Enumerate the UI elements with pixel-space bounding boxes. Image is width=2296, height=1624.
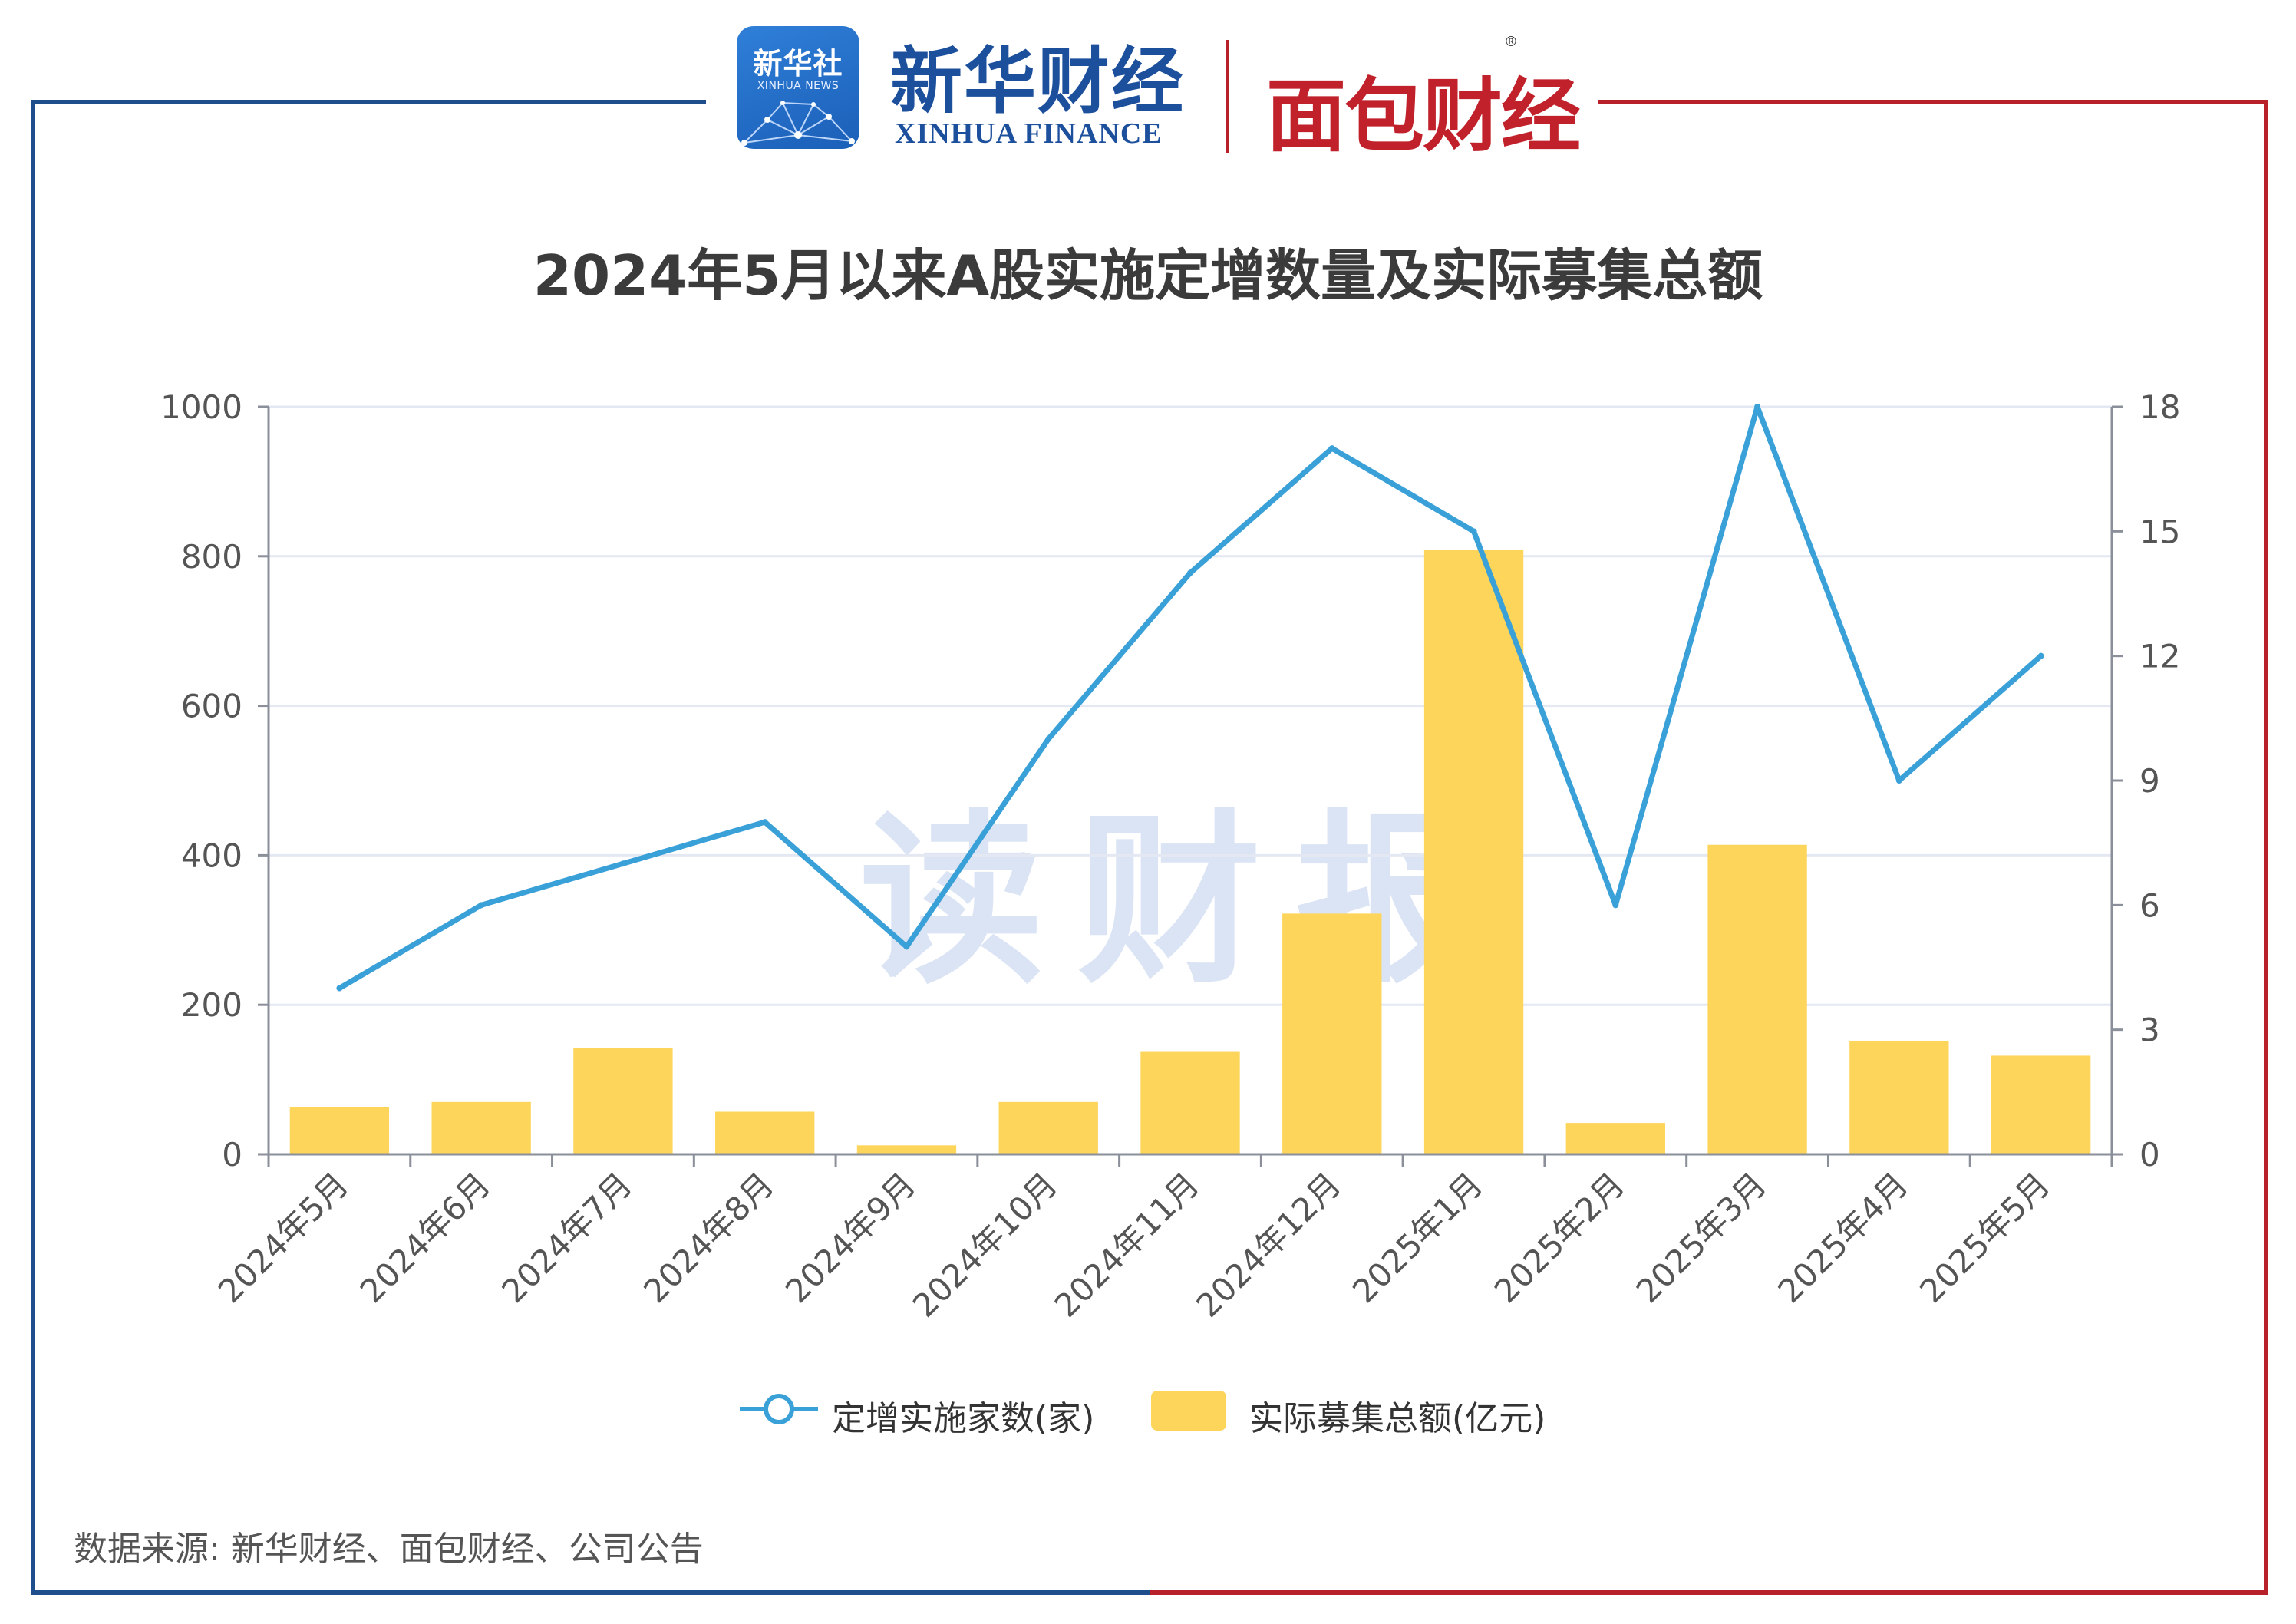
y-left-tick-label: 1000: [160, 388, 242, 426]
network-icon: [741, 101, 855, 146]
bar: [1849, 1040, 1949, 1154]
y-left-tick-label: 800: [181, 538, 242, 576]
axes: [258, 405, 2123, 1167]
line-marker-icon: [740, 1394, 818, 1424]
xinhua-badge-title: 新华社: [753, 47, 843, 81]
bar-series: [289, 550, 2091, 1154]
chart-legend: 定增实施家数(家) 实际募集总额(亿元): [737, 1381, 1658, 1438]
x-tick-label: 2024年10月: [906, 1165, 1064, 1324]
header-logos: 新华社 XINHUA NEWS 新华财经 XINHUA FINANCE 面包财经…: [737, 23, 1581, 163]
legend-item-line[interactable]: 定增实施家数(家): [737, 1381, 1143, 1438]
logo-divider: [1226, 40, 1229, 153]
line-point: [336, 985, 343, 992]
line-point: [761, 819, 768, 826]
bar-swatch-icon: [1151, 1391, 1226, 1431]
bar: [1282, 913, 1382, 1154]
x-tick-label: 2025年1月: [1345, 1165, 1490, 1310]
x-tick-label: 2024年11月: [1047, 1165, 1206, 1324]
frame-top-right-border: [1598, 100, 2268, 104]
line-point: [2037, 652, 2044, 659]
line-point: [1470, 528, 1477, 535]
y-right-tick-label: 9: [2139, 762, 2160, 800]
xinhua-badge-subtitle: XINHUA NEWS: [757, 80, 840, 92]
line-point: [1045, 735, 1052, 742]
x-tick-label: 2024年5月: [211, 1165, 356, 1310]
x-tick-label: 2024年7月: [494, 1165, 639, 1310]
legend-item-bar[interactable]: 实际募集总额(亿元): [1151, 1381, 1627, 1438]
bar: [289, 1107, 390, 1154]
y-right-tick-label: 3: [2139, 1012, 2160, 1049]
registered-trademark-mark: ®: [1504, 34, 1518, 50]
x-tick-label: 2025年4月: [1770, 1165, 1915, 1310]
tick-labels: 0 200 400 600 800 1000 0 3 6 9 12 15 18 2024年5月2024年6…: [160, 388, 2180, 1325]
line-point: [1328, 445, 1335, 452]
line-point: [619, 860, 626, 867]
bar: [1991, 1055, 2091, 1154]
grid-lines: [269, 405, 2112, 1006]
bar: [715, 1111, 815, 1154]
mianbao-finance-logo: 面包财经: [1266, 69, 1581, 163]
line-point: [1187, 569, 1193, 576]
legend-bar-label: 实际募集总额(亿元): [1249, 1399, 1546, 1438]
y-right-tick-label: 6: [2139, 886, 2160, 924]
bar: [1707, 844, 1807, 1154]
line-series: [336, 404, 2044, 992]
line-point: [1754, 404, 1761, 410]
chart-title: 2024年5月以来A股实施定增数量及实际募集总额: [533, 243, 1763, 308]
frame-right-border: [2264, 100, 2268, 1595]
xinhua-news-logo: 新华社 XINHUA NEWS: [737, 26, 859, 149]
y-right-tick-label: 18: [2139, 388, 2180, 426]
line-point: [1895, 777, 1902, 784]
y-right-tick-label: 15: [2139, 513, 2180, 550]
x-tick-label: 2024年12月: [1189, 1165, 1348, 1324]
y-left-tick-label: 0: [222, 1136, 242, 1173]
bar: [998, 1101, 1098, 1154]
bar: [856, 1145, 957, 1154]
xinhua-finance-logo-text: 新华财经: [890, 39, 1186, 124]
frame-bottom-border: [31, 1590, 2268, 1595]
x-tick-label: 2025年5月: [1912, 1165, 2057, 1310]
x-tick-label: 2025年3月: [1629, 1165, 1774, 1310]
y-left-tick-label: 400: [181, 837, 242, 874]
x-tick-label: 2025年2月: [1487, 1165, 1632, 1310]
bar: [1423, 550, 1524, 1154]
y-right-tick-label: 12: [2139, 638, 2180, 675]
legend-line-label: 定增实施家数(家): [832, 1399, 1095, 1438]
frame-top-left-border: [31, 100, 706, 104]
line-point: [478, 902, 485, 909]
bar: [1565, 1123, 1665, 1154]
y-right-tick-label: 0: [2139, 1136, 2160, 1173]
bar: [573, 1048, 673, 1154]
x-tick-label: 2024年8月: [636, 1165, 781, 1310]
line-point: [1612, 902, 1619, 909]
source-note: 数据来源: 新华财经、面包财经、公司公告: [74, 1530, 704, 1569]
bar: [431, 1101, 531, 1154]
frame-left-border: [31, 100, 35, 1595]
y-left-tick-label: 200: [181, 986, 242, 1024]
line-point: [903, 943, 910, 950]
x-tick-label: 2024年6月: [353, 1165, 498, 1310]
y-left-tick-label: 600: [181, 688, 242, 725]
bar: [1140, 1051, 1240, 1154]
x-tick-label: 2024年9月: [778, 1165, 923, 1310]
xinhua-finance-logo-english: XINHUA FINANCE: [895, 117, 1163, 150]
